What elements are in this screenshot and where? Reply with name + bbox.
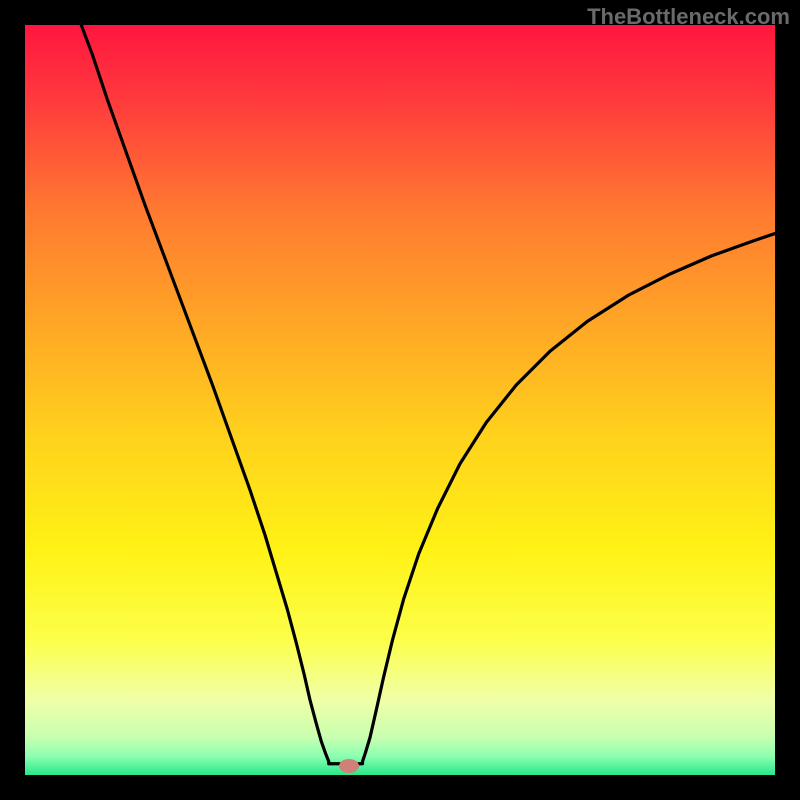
plot-svg xyxy=(25,25,775,775)
plot-area xyxy=(25,25,775,775)
gradient-background xyxy=(25,25,775,775)
optimum-marker xyxy=(339,759,359,773)
watermark-text: TheBottleneck.com xyxy=(587,4,790,30)
chart-frame: TheBottleneck.com xyxy=(0,0,800,800)
